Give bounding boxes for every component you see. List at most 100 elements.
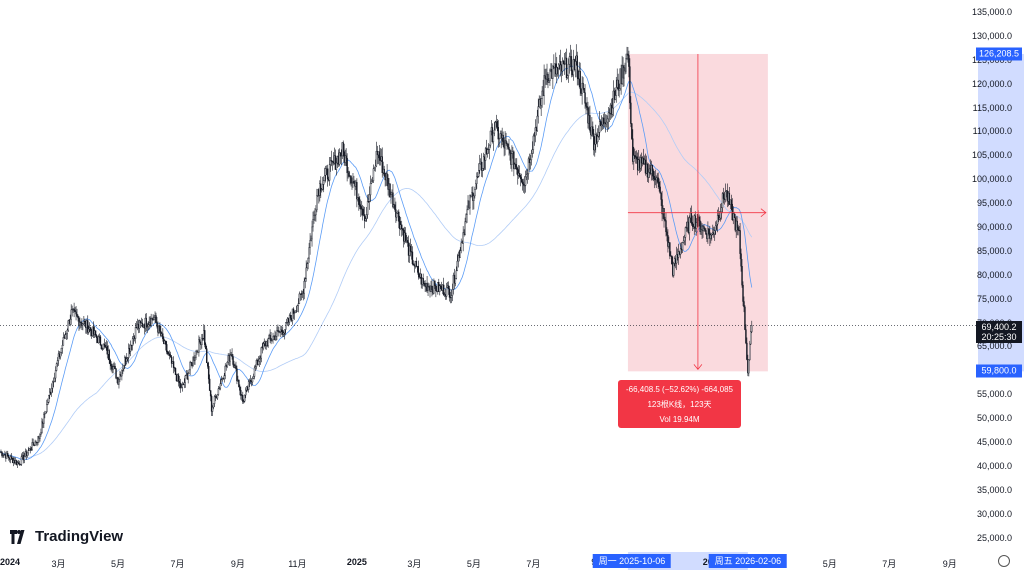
candle <box>722 187 725 204</box>
measure-bars: 123根K线，123天 <box>647 400 712 409</box>
candle <box>660 192 662 207</box>
measure-change: -66,408.5 (−52.62%) -664,085 <box>626 385 733 394</box>
candle <box>123 365 125 372</box>
candle <box>112 363 114 374</box>
candle <box>454 278 457 287</box>
candle <box>589 105 591 133</box>
candle <box>294 310 297 313</box>
current-price-badge: 69,400.2 20:25:30 <box>976 320 1022 343</box>
time-tick: 3月 <box>407 559 422 569</box>
candle <box>174 367 177 376</box>
candle <box>533 132 536 146</box>
candle <box>504 131 506 156</box>
candle <box>496 118 498 132</box>
candle <box>515 158 517 170</box>
candle <box>346 153 348 182</box>
candle <box>247 379 250 393</box>
candle <box>451 283 454 302</box>
candle <box>653 171 655 189</box>
candle <box>31 438 33 451</box>
candle <box>442 277 445 296</box>
candle <box>177 373 180 387</box>
candle <box>617 73 619 96</box>
candle <box>529 154 532 170</box>
candle <box>630 96 632 128</box>
candle <box>736 216 738 236</box>
candle <box>473 193 475 210</box>
candle <box>434 280 436 290</box>
candle <box>169 351 172 358</box>
candle <box>48 394 50 404</box>
candle <box>76 308 78 318</box>
candle <box>229 349 231 366</box>
candle <box>60 347 63 356</box>
candle <box>236 365 238 385</box>
candle <box>543 64 545 105</box>
tradingview-logo-icon <box>10 529 25 544</box>
candle <box>657 172 659 189</box>
candle <box>315 205 317 222</box>
candle <box>59 351 62 360</box>
tradingview-logo[interactable]: TradingView <box>8 528 123 545</box>
price-tick: 100,000.0 <box>971 174 1012 185</box>
candle <box>488 144 491 160</box>
price-tick: 85,000.0 <box>976 245 1012 256</box>
candle <box>8 455 10 461</box>
candle <box>433 278 435 295</box>
candle <box>406 236 409 247</box>
candle <box>663 208 665 228</box>
candle <box>655 175 657 189</box>
candle <box>326 164 329 187</box>
candle <box>480 153 483 177</box>
candle <box>53 372 56 383</box>
candle <box>476 172 478 189</box>
candle <box>187 372 189 384</box>
candle <box>276 326 278 341</box>
candle <box>581 76 583 105</box>
candle <box>398 209 400 229</box>
candle <box>597 125 600 138</box>
candle <box>369 175 372 203</box>
candle <box>172 356 175 374</box>
candle <box>631 123 633 140</box>
ma-fast-line <box>0 64 753 461</box>
candle <box>309 233 311 255</box>
candle <box>466 205 468 223</box>
candle <box>360 199 362 217</box>
candle <box>57 350 60 366</box>
candle <box>739 223 741 260</box>
candle <box>46 399 48 413</box>
candle <box>519 165 521 178</box>
horizontal-arrowhead <box>760 208 767 217</box>
candle <box>70 304 72 325</box>
candle <box>520 173 523 184</box>
candle <box>204 325 206 348</box>
candle <box>633 146 635 171</box>
candle <box>252 373 255 379</box>
candle <box>402 228 404 236</box>
candle <box>537 98 539 124</box>
candle <box>497 120 499 148</box>
candle <box>218 386 221 391</box>
candle <box>251 376 254 386</box>
candle <box>625 53 627 74</box>
candle <box>302 288 304 301</box>
candle <box>339 152 342 165</box>
candle <box>415 257 418 268</box>
candle <box>235 361 237 371</box>
candle <box>751 320 753 334</box>
ma-fast-path <box>0 64 753 461</box>
candle <box>386 164 388 187</box>
candle <box>489 130 492 148</box>
candle <box>440 284 442 290</box>
candle <box>17 460 20 465</box>
candle <box>109 358 111 370</box>
candle <box>475 179 477 190</box>
candle <box>217 385 220 396</box>
price-tick: 80,000.0 <box>976 269 1012 280</box>
candle <box>439 284 441 296</box>
candle <box>151 317 153 325</box>
candle <box>352 172 354 188</box>
settings-icon[interactable] <box>998 555 1010 567</box>
